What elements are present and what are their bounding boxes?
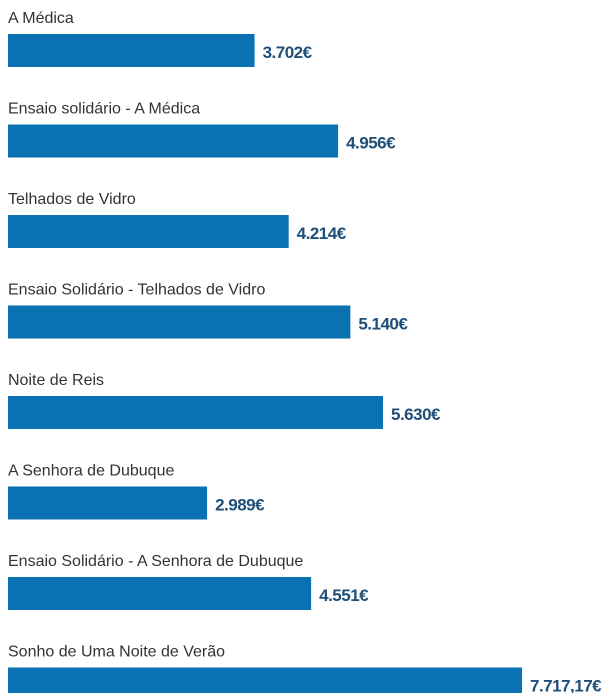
category-label: A Senhora de Dubuque bbox=[8, 463, 174, 480]
category-label: Ensaio Solidário - A Senhora de Dubuque bbox=[8, 553, 303, 570]
value-label: 4.551€ bbox=[319, 586, 369, 605]
bar bbox=[8, 667, 522, 693]
value-label: 2.989€ bbox=[215, 495, 265, 514]
bar bbox=[8, 34, 255, 67]
value-label: 4.214€ bbox=[297, 224, 347, 243]
bar bbox=[8, 124, 339, 158]
category-label: A Médica bbox=[8, 10, 74, 27]
bar bbox=[8, 396, 383, 429]
bar bbox=[8, 486, 208, 520]
category-label: Noite de Reis bbox=[8, 372, 104, 389]
category-label: Ensaio Solidário - Telhados de Vidro bbox=[8, 282, 265, 299]
bar bbox=[8, 215, 289, 248]
value-label: 5.630€ bbox=[391, 405, 441, 424]
value-label: 4.956€ bbox=[346, 133, 396, 152]
bar bbox=[8, 577, 312, 610]
bar bbox=[8, 305, 351, 339]
value-label: 7.717,17€ bbox=[530, 676, 602, 693]
category-label: Sonho de Uma Noite de Verão bbox=[8, 644, 225, 661]
value-label: 5.140€ bbox=[358, 314, 408, 333]
category-label: Ensaio solidário - A Médica bbox=[8, 101, 200, 118]
value-label: 3.702€ bbox=[263, 43, 313, 62]
category-label: Telhados de Vidro bbox=[8, 191, 136, 208]
